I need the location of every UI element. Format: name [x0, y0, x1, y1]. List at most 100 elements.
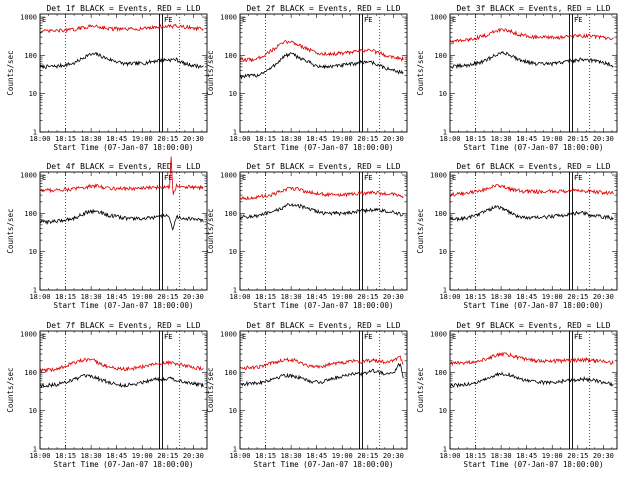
series-line-events — [39, 51, 204, 70]
y-tick-label: 1 — [33, 446, 37, 454]
y-tick-label: 1000 — [20, 172, 37, 180]
x-axis-label: Start Time (07-Jan-07 18:00:00) — [54, 301, 194, 310]
x-tick-label: 18:15 — [55, 293, 76, 301]
chart-title: Det 5f BLACK = Events, RED = LLD — [246, 162, 400, 171]
x-tick-label: 19:00 — [332, 293, 353, 301]
plot-frame — [239, 13, 408, 133]
chart-title: Det 6f BLACK = Events, RED = LLD — [456, 162, 610, 171]
x-tick-label: 20:30 — [183, 293, 204, 301]
x-tick-label: 20:30 — [383, 452, 404, 460]
series-line-lld — [39, 23, 204, 34]
x-tick-label: 18:45 — [306, 452, 327, 460]
y-tick-label: 10 — [29, 90, 37, 98]
x-tick-label: 18:45 — [516, 135, 537, 143]
flag-left-label: E — [42, 174, 46, 182]
x-axis-label: Start Time (07-Jan-07 18:00:00) — [254, 143, 394, 152]
y-tick-label: 1000 — [220, 14, 237, 22]
y-axis-label: Counts/sec — [206, 367, 215, 412]
y-tick-label: 10 — [439, 90, 447, 98]
x-tick-label: 18:15 — [55, 135, 76, 143]
x-tick-label: 20:15 — [357, 293, 378, 301]
chart-title: Det 7f BLACK = Events, RED = LLD — [46, 321, 200, 330]
x-tick-label: 18:00 — [29, 135, 50, 143]
x-tick-label: 18:30 — [281, 452, 302, 460]
chart-title: Det 8f BLACK = Events, RED = LLD — [246, 321, 400, 330]
x-tick-label: 18:15 — [465, 293, 486, 301]
series-line-lld — [449, 184, 614, 198]
x-axis-label: Start Time (07-Jan-07 18:00:00) — [464, 301, 604, 310]
x-axis-label: Start Time (07-Jan-07 18:00:00) — [254, 301, 394, 310]
x-tick-label: 20:30 — [383, 293, 404, 301]
y-tick-label: 1 — [33, 129, 37, 137]
series-line-lld — [239, 186, 404, 201]
x-axis-label: Start Time (07-Jan-07 18:00:00) — [54, 143, 194, 152]
x-tick-label: 18:45 — [106, 452, 127, 460]
flag-left-label: E — [42, 333, 46, 341]
x-tick-label: 18:00 — [229, 293, 250, 301]
x-tick-label: 18:30 — [281, 135, 302, 143]
x-tick-label: 18:15 — [255, 293, 276, 301]
series-line-events — [239, 52, 404, 80]
x-tick-label: 20:15 — [567, 135, 588, 143]
x-axis-label: Start Time (07-Jan-07 18:00:00) — [464, 460, 604, 469]
x-tick-label: 18:45 — [306, 293, 327, 301]
x-tick-label: 20:15 — [157, 452, 178, 460]
x-tick-label: 19:00 — [332, 135, 353, 143]
series-line-lld — [449, 351, 614, 367]
flag-left-label: E — [452, 16, 456, 24]
flag-right-label: FE — [574, 16, 582, 24]
chart-title: Det 3f BLACK = Events, RED = LLD — [456, 4, 610, 13]
flag-right-label: FE — [164, 333, 172, 341]
y-tick-label: 100 — [24, 52, 37, 60]
y-tick-label: 1 — [443, 446, 447, 454]
y-tick-label: 1000 — [220, 172, 237, 180]
x-tick-label: 18:30 — [81, 452, 102, 460]
y-tick-label: 10 — [229, 248, 237, 256]
flag-right-label: FE — [574, 333, 582, 341]
x-tick-label: 20:15 — [357, 135, 378, 143]
y-axis-label: Counts/sec — [416, 50, 425, 95]
x-tick-label: 18:00 — [229, 135, 250, 143]
series-line-lld — [39, 156, 204, 195]
chart-title: Det 4f BLACK = Events, RED = LLD — [46, 162, 200, 171]
flag-right-label: FE — [164, 16, 172, 24]
flag-right-label: FE — [364, 174, 372, 182]
x-axis-label: Start Time (07-Jan-07 18:00:00) — [54, 460, 194, 469]
flag-left-label: E — [452, 174, 456, 182]
x-tick-label: 18:15 — [255, 135, 276, 143]
x-tick-label: 18:15 — [255, 452, 276, 460]
plot-frame — [39, 13, 208, 133]
series-line-events — [39, 373, 204, 389]
chart-title: Det 2f BLACK = Events, RED = LLD — [246, 4, 400, 13]
flag-left-label: E — [452, 333, 456, 341]
y-axis-label: Counts/sec — [6, 50, 15, 95]
y-tick-label: 10 — [29, 248, 37, 256]
y-tick-label: 1 — [443, 287, 447, 295]
x-tick-label: 19:00 — [332, 452, 353, 460]
y-tick-label: 1000 — [430, 172, 447, 180]
y-tick-label: 1000 — [430, 14, 447, 22]
y-tick-label: 100 — [224, 369, 237, 377]
plot-frame — [449, 171, 618, 291]
y-tick-label: 1000 — [20, 331, 37, 339]
y-axis-label: Counts/sec — [206, 208, 215, 253]
x-tick-label: 18:45 — [106, 135, 127, 143]
y-tick-label: 100 — [224, 210, 237, 218]
plot-frame — [39, 330, 208, 450]
x-tick-label: 20:15 — [567, 452, 588, 460]
x-tick-label: 20:15 — [157, 293, 178, 301]
y-tick-label: 10 — [29, 407, 37, 415]
y-tick-label: 100 — [24, 210, 37, 218]
x-tick-label: 19:00 — [542, 452, 563, 460]
x-tick-label: 18:30 — [491, 452, 512, 460]
series-line-events — [39, 208, 204, 231]
y-tick-label: 1000 — [20, 14, 37, 22]
x-tick-label: 18:00 — [439, 135, 460, 143]
